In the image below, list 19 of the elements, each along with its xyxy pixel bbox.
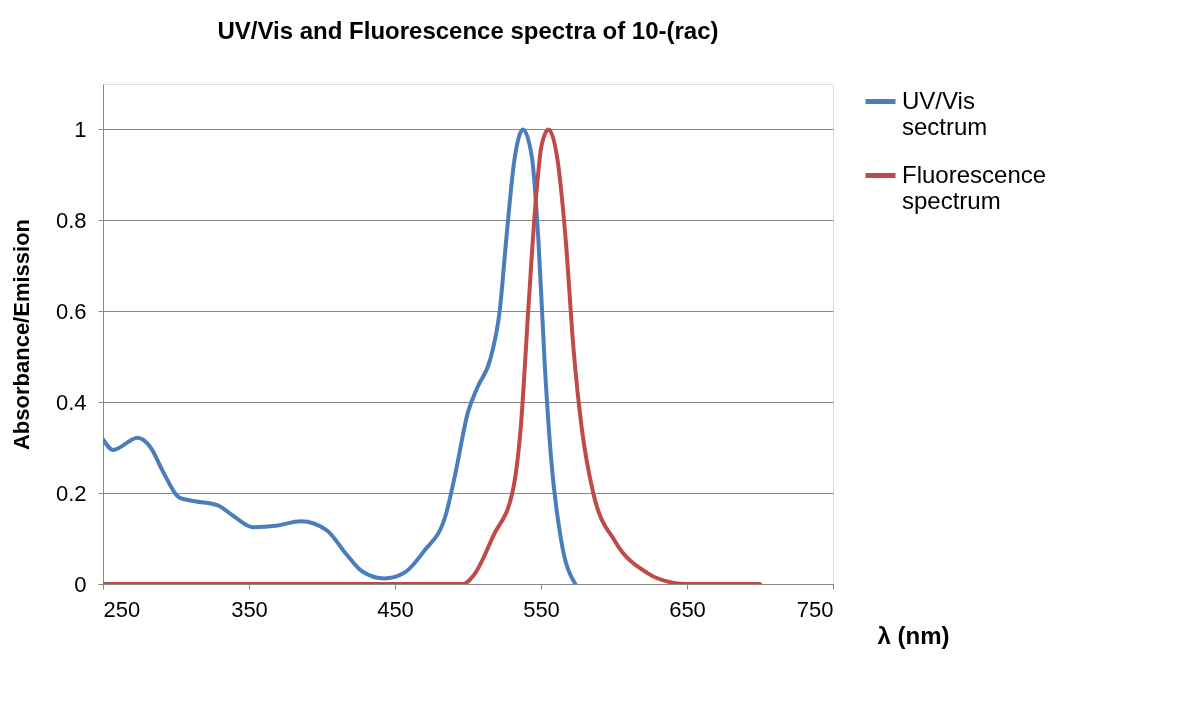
y-tick-label: 1 bbox=[74, 116, 87, 142]
legend-label: Fluorescence spectrum bbox=[902, 160, 1047, 214]
legend-label: UV/Vis sectrum bbox=[902, 86, 988, 140]
y-axis-title: Absorbance/Emission bbox=[8, 218, 34, 451]
x-axis-title: λ (nm) bbox=[877, 621, 950, 649]
x-tick-label: 450 bbox=[377, 596, 414, 622]
x-tick-label: 750 bbox=[796, 596, 834, 622]
x-tick-label: 350 bbox=[231, 596, 268, 622]
chart-title: UV/Vis and Fluorescence spectra of 10-(rac) bbox=[217, 17, 719, 44]
y-tick-label: 0.4 bbox=[55, 389, 87, 415]
y-tick-label: 0 bbox=[74, 571, 87, 597]
x-tick-label: 650 bbox=[669, 596, 706, 622]
x-tick-label: 250 bbox=[103, 596, 141, 622]
line-series bbox=[103, 127, 578, 584]
x-tick-label: 550 bbox=[523, 596, 560, 622]
y-tick-label: 0.8 bbox=[55, 207, 87, 233]
y-tick-label: 0.6 bbox=[55, 298, 87, 324]
line-series bbox=[103, 127, 762, 584]
y-tick-label: 0.2 bbox=[55, 480, 87, 506]
